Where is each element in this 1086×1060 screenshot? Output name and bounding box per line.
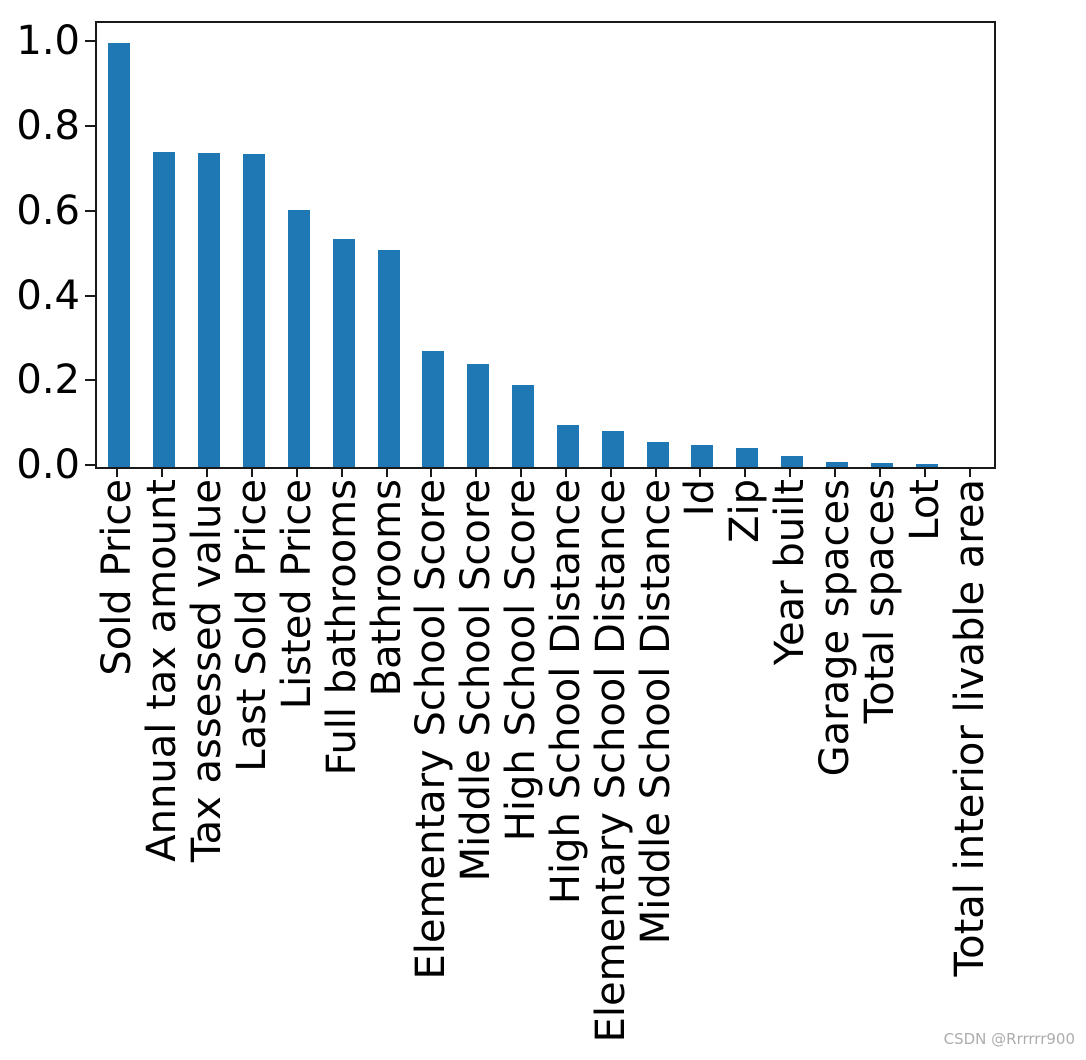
x-axis-tick [386, 467, 388, 477]
x-tick-label: Id [677, 479, 723, 517]
x-tick-label: Annual tax amount [139, 479, 185, 862]
y-tick-label: 0.6 [16, 188, 80, 234]
bar-middle-school-distance [647, 442, 669, 467]
y-axis-tick [85, 295, 95, 297]
x-axis-tick [879, 467, 881, 477]
y-axis-tick [85, 464, 95, 466]
bar-year-built [781, 456, 803, 467]
x-axis-tick [969, 467, 971, 477]
x-tick-label: Total interior livable area [947, 479, 993, 977]
x-axis-tick [610, 467, 612, 477]
bar-listed-price [288, 210, 310, 467]
x-axis-tick [789, 467, 791, 477]
x-axis-tick [116, 467, 118, 477]
bar-high-school-distance [557, 425, 579, 467]
x-axis-tick [341, 467, 343, 477]
y-tick-label: 0.2 [16, 357, 80, 403]
x-tick-label: Elementary School Score [408, 479, 454, 980]
bar-garage-spaces [826, 462, 848, 467]
bar-high-school-score [512, 385, 534, 467]
x-tick-label: Total spaces [857, 479, 903, 724]
bar-elementary-school-score [422, 351, 444, 467]
x-tick-label: Zip [722, 479, 768, 543]
x-axis-tick [744, 467, 746, 477]
x-axis-tick [520, 467, 522, 477]
x-tick-label: Sold Price [94, 479, 140, 676]
x-tick-label: Year built [767, 479, 813, 666]
y-axis-tick [85, 210, 95, 212]
x-tick-label: Last Sold Price [229, 479, 275, 772]
y-axis-tick [85, 125, 95, 127]
x-axis-tick [475, 467, 477, 477]
x-axis-tick [699, 467, 701, 477]
bar-id [691, 445, 713, 467]
x-tick-label: Garage spaces [812, 479, 858, 777]
x-axis-tick [430, 467, 432, 477]
x-tick-label: Elementary School Distance [588, 479, 634, 1043]
bar-annual-tax-amount [153, 152, 175, 467]
x-tick-label: High School Distance [543, 479, 589, 905]
bar-tax-assessed-value [198, 153, 220, 467]
x-tick-label: Lot [902, 479, 948, 541]
bar-middle-school-score [467, 364, 489, 467]
x-tick-label: High School Score [498, 479, 544, 842]
plot-area [95, 21, 996, 469]
y-axis-tick [85, 40, 95, 42]
x-tick-label: Listed Price [274, 479, 320, 710]
x-tick-label: Tax assessed value [184, 479, 230, 863]
bar-sold-price [108, 43, 130, 467]
bar-lot [916, 464, 938, 467]
bar-zip [736, 448, 758, 467]
x-axis-tick [924, 467, 926, 477]
bar-full-bathrooms [333, 239, 355, 467]
x-tick-label: Bathrooms [364, 479, 410, 697]
x-axis-tick [251, 467, 253, 477]
x-axis-tick [565, 467, 567, 477]
x-tick-label: Full bathrooms [319, 479, 365, 776]
y-tick-label: 0.0 [16, 442, 80, 488]
x-axis-tick [296, 467, 298, 477]
bar-bathrooms [378, 250, 400, 467]
bar-last-sold-price [243, 154, 265, 467]
y-tick-label: 0.4 [16, 273, 80, 319]
y-tick-label: 0.8 [16, 103, 80, 149]
x-axis-tick [834, 467, 836, 477]
bar-elementary-school-distance [602, 431, 624, 467]
x-axis-tick [161, 467, 163, 477]
x-axis-tick [206, 467, 208, 477]
x-tick-label: Middle School Distance [633, 479, 679, 945]
x-tick-label: Middle School Score [453, 479, 499, 882]
x-axis-tick [655, 467, 657, 477]
y-axis-tick [85, 379, 95, 381]
y-tick-label: 1.0 [16, 18, 80, 64]
watermark: CSDN @Rrrrrr900 [943, 1030, 1075, 1048]
bar-total-spaces [871, 463, 893, 467]
